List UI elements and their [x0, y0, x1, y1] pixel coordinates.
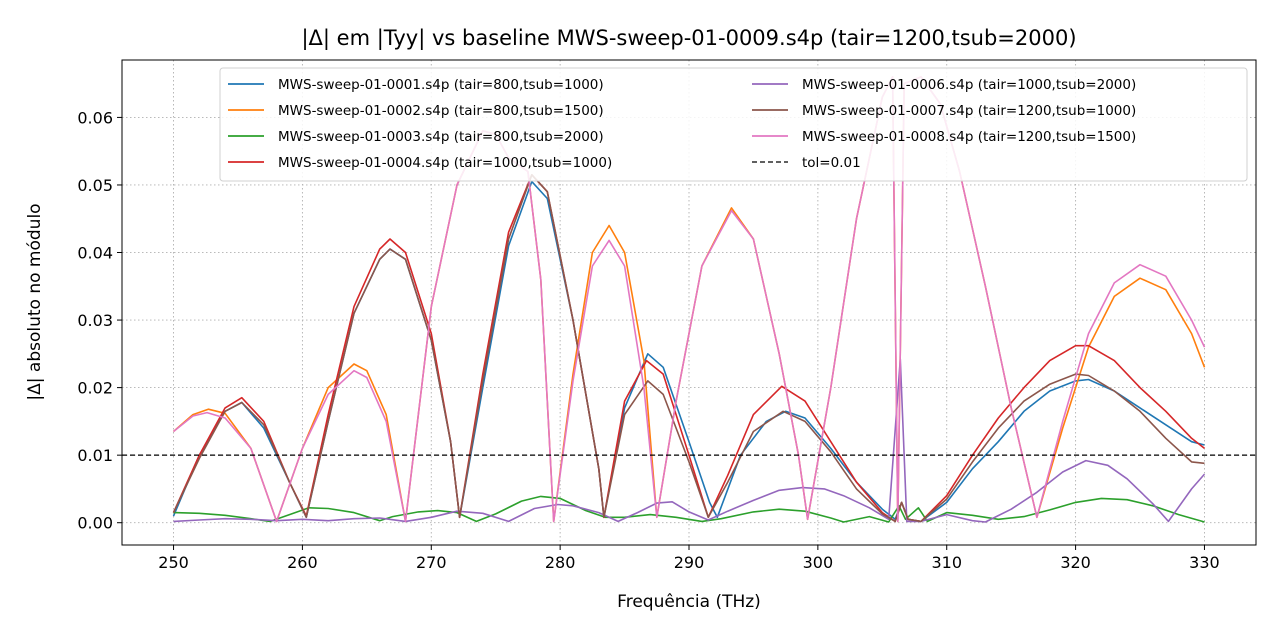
legend-label: MWS-sweep-01-0007.s4p (tair=1200,tsub=10… [802, 103, 1136, 119]
legend-label: MWS-sweep-01-0004.s4p (tair=1000,tsub=10… [278, 155, 612, 171]
y-tick-label: 0.01 [77, 446, 113, 465]
x-tick-label: 310 [931, 553, 962, 572]
y-tick-label: 0.05 [77, 176, 113, 195]
legend-label: MWS-sweep-01-0001.s4p (tair=800,tsub=100… [278, 77, 604, 93]
legend-label: MWS-sweep-01-0003.s4p (tair=800,tsub=200… [278, 129, 604, 145]
x-tick-label: 300 [803, 553, 834, 572]
legend: MWS-sweep-01-0001.s4p (tair=800,tsub=100… [219, 67, 1248, 182]
y-axis-label: |Δ| absoluto no módulo [25, 203, 45, 400]
legend-label: MWS-sweep-01-0008.s4p (tair=1200,tsub=15… [802, 129, 1136, 145]
series-layer [122, 76, 1256, 523]
legend-label: tol=0.01 [802, 155, 861, 171]
y-tick-label: 0.06 [77, 108, 113, 127]
series-line-4 [172, 174, 1205, 523]
legend-box [219, 67, 1248, 182]
series-line-3 [173, 495, 1205, 523]
x-tick-label: 290 [674, 553, 705, 572]
x-tick-label: 260 [287, 553, 318, 572]
y-tick-label: 0.04 [77, 244, 113, 263]
x-tick-label: 330 [1189, 553, 1220, 572]
legend-label: MWS-sweep-01-0002.s4p (tair=800,tsub=150… [278, 103, 604, 119]
y-axis: 0.00 0.01 0.02 0.03 0.04 0.05 0.06 [77, 108, 122, 533]
y-tick-label: 0.02 [77, 379, 113, 398]
y-tick-label: 0.00 [77, 514, 113, 533]
x-tick-label: 320 [1060, 553, 1091, 572]
chart-title: |Δ| em |Tyy| vs baseline MWS-sweep-01-00… [301, 26, 1076, 51]
series-line-6 [172, 174, 1205, 523]
x-tick-label: 270 [416, 553, 447, 572]
x-axis: 250 260 270 280 290 300 310 320 330 [158, 545, 1220, 572]
x-tick-label: 280 [545, 553, 576, 572]
x-axis-label: Frequência (THz) [617, 592, 761, 612]
x-tick-label: 250 [158, 553, 189, 572]
legend-label: MWS-sweep-01-0006.s4p (tair=1000,tsub=20… [802, 77, 1136, 93]
series-line-5 [173, 358, 1206, 523]
y-tick-label: 0.03 [77, 311, 113, 330]
series-line-7 [173, 76, 1206, 523]
